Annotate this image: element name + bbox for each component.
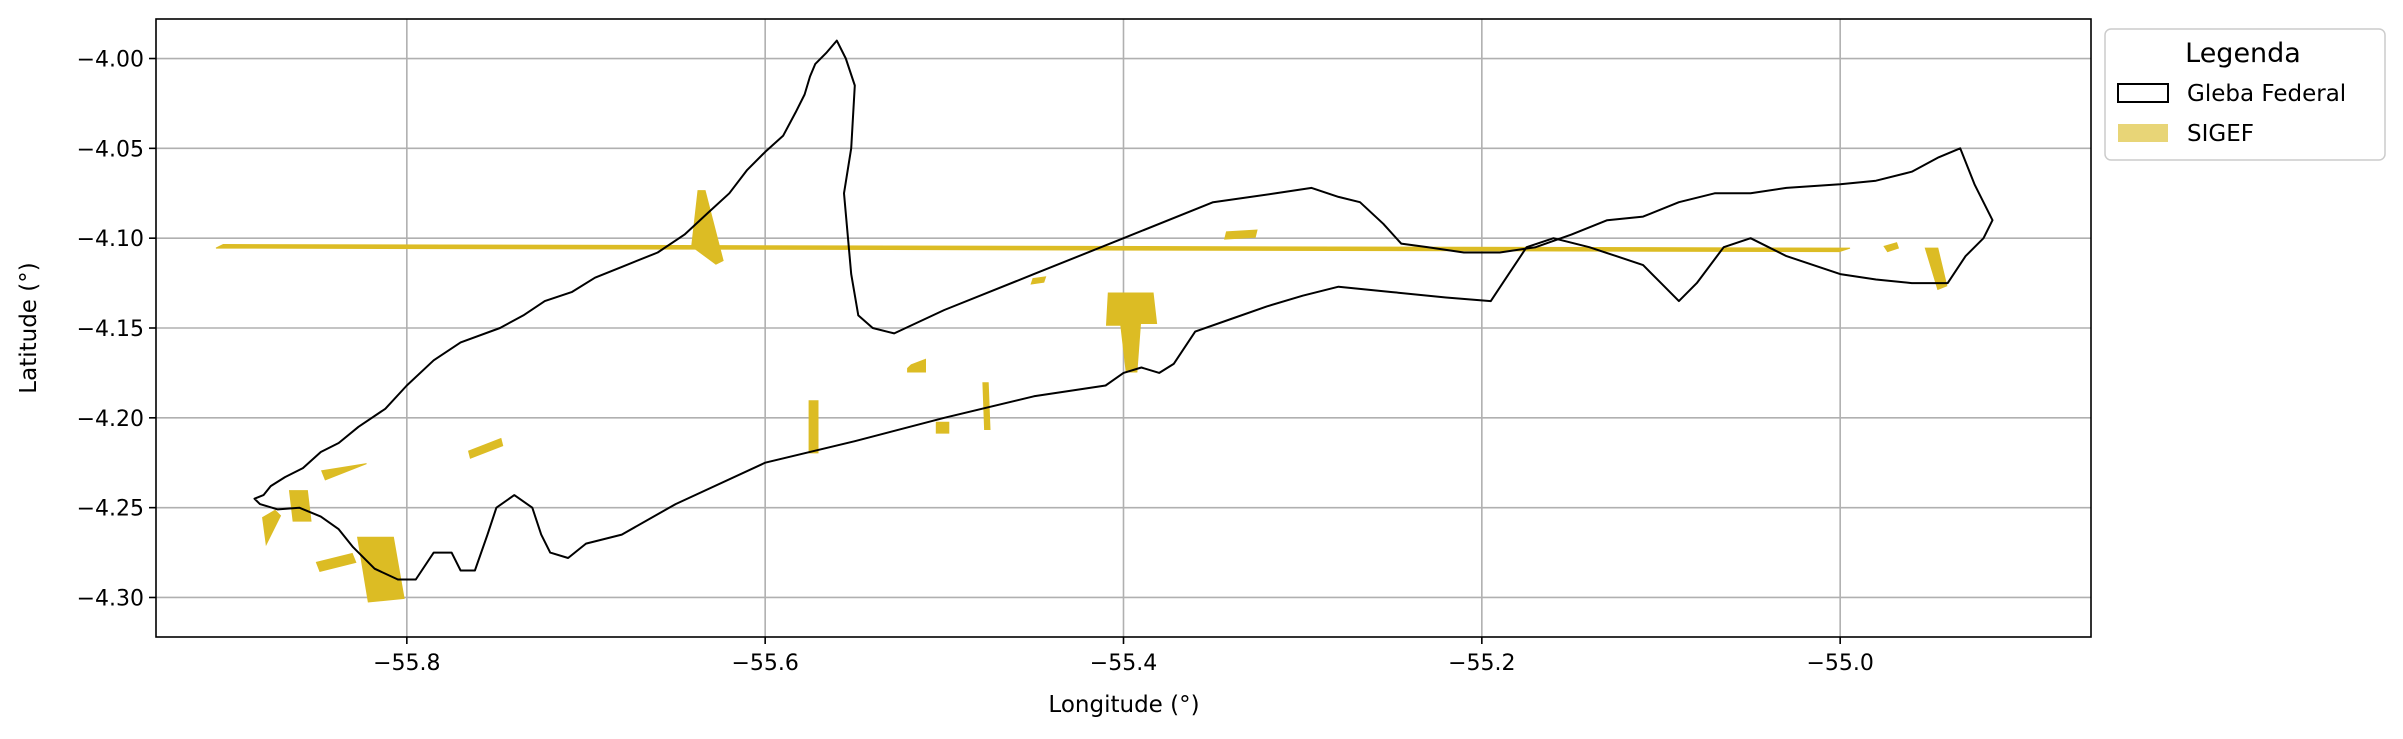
y-tick-label: −4.10 [77,227,144,252]
sigef-parcel [982,382,991,430]
legend-label-gleba: Gleba Federal [2187,81,2346,107]
sigef-parcel [262,509,282,547]
y-tick-label: −4.20 [77,407,144,432]
sigef-parcel [1030,276,1047,285]
legend-swatch-gleba [2117,83,2169,103]
x-tick-label: −55.8 [373,651,440,676]
x-axis-label: Longitude (°) [1048,692,1199,718]
sigef-parcel [1883,242,1900,253]
legend-swatch-sigef [2118,124,2168,142]
sigef-parcel [315,552,357,572]
sigef-parcel [321,463,367,481]
y-tick-label: −4.15 [77,317,144,342]
sigef-parcel [808,400,819,454]
x-tick-label: −55.6 [731,651,798,676]
sigef-parcel [357,536,405,603]
x-tick-label: −55.4 [1090,651,1157,676]
y-tick-label: −4.30 [77,586,144,611]
gleba-layer [253,39,1994,581]
sigef-parcel [1224,229,1258,240]
legend: Legenda Gleba Federal SIGEF [2104,28,2386,161]
tick-layer: −55.8 −55.6 −55.4 −55.2 −55.0 −4.00 −4.05 −4.10… [77,48,1874,676]
sigef-parcel [935,421,950,434]
y-axis-label: Latitude (°) [16,262,42,393]
legend-box [2104,28,2386,161]
gleba-federal-boundary [253,39,1994,581]
sigef-parcel [468,437,504,459]
sigef-parcel [1105,292,1158,373]
y-tick-label: −4.05 [77,137,144,162]
x-tick-label: −55.2 [1448,651,1515,676]
legend-title: Legenda [2185,38,2301,69]
sigef-parcel [1924,247,1948,291]
legend-label-sigef: SIGEF [2187,121,2254,147]
y-tick-label: −4.00 [77,48,144,73]
y-tick-label: −4.25 [77,497,144,522]
sigef-parcel [907,358,926,373]
x-tick-label: −55.0 [1806,651,1873,676]
sigef-parcel [288,490,312,522]
